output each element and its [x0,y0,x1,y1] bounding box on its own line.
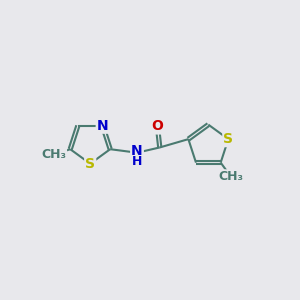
Text: N: N [97,119,108,133]
Text: O: O [152,119,164,134]
Text: S: S [85,157,95,171]
Text: H: H [132,155,142,168]
Text: N: N [131,144,143,158]
Text: S: S [223,132,233,146]
Text: CH₃: CH₃ [41,148,66,161]
Text: CH₃: CH₃ [218,170,244,183]
